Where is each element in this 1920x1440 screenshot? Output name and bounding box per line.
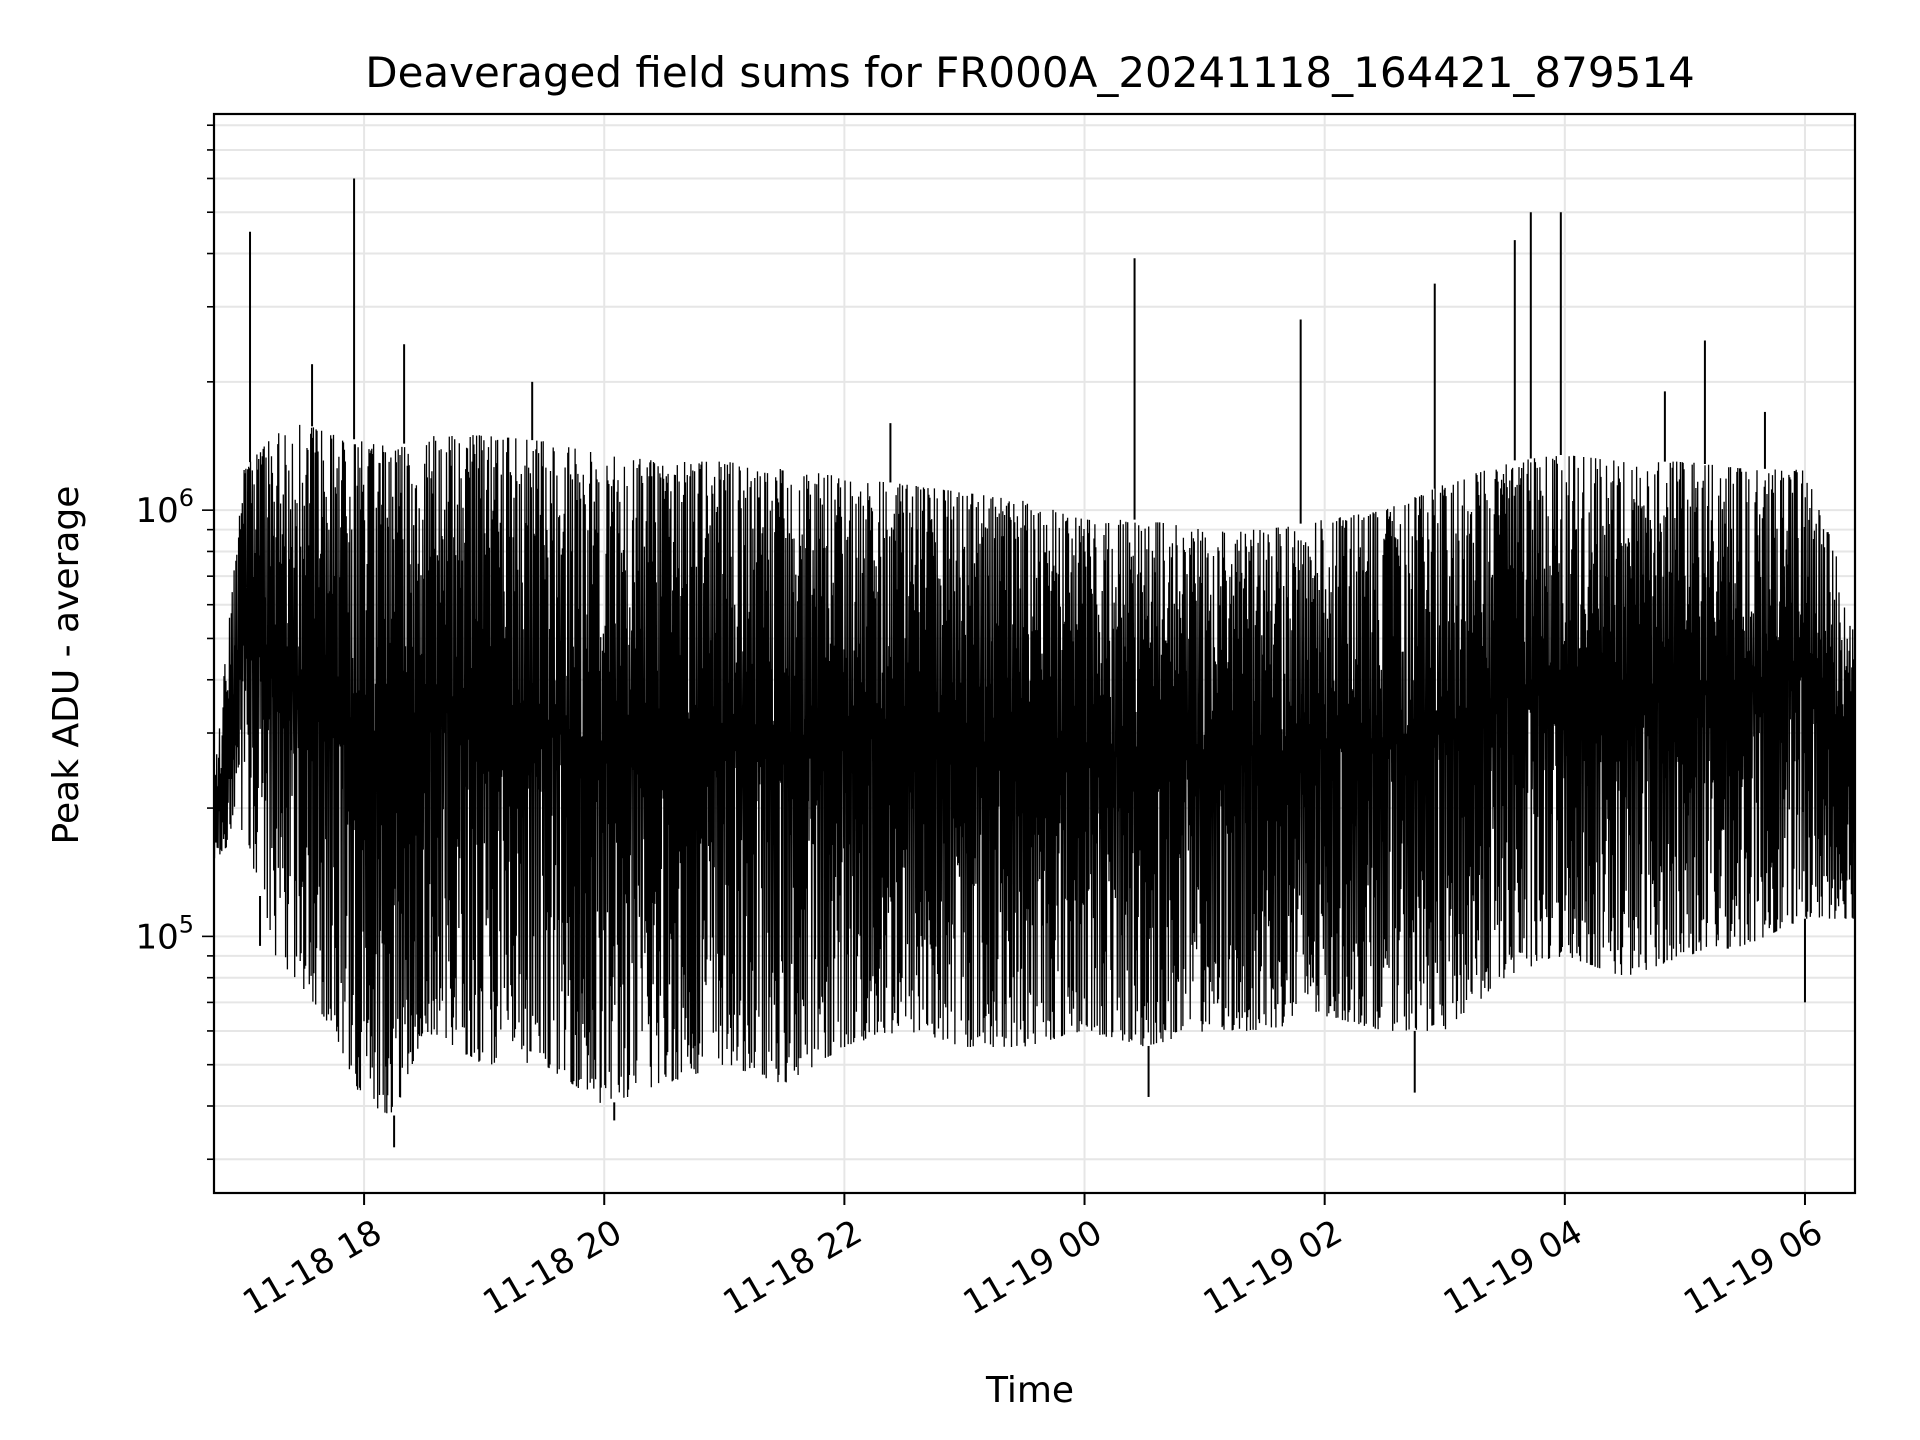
- y-tick-label-base: 10: [135, 491, 178, 531]
- y-tick-label-base: 10: [135, 917, 178, 957]
- y-tick-label-exponent: 6: [179, 484, 194, 512]
- x-axis-label: Time: [985, 1370, 1074, 1411]
- y-tick-label-exponent: 5: [179, 910, 194, 938]
- chart-title: Deaveraged field sums for FR000A_2024111…: [365, 48, 1695, 97]
- y-tick-label: 105: [135, 910, 194, 957]
- series-line: [214, 424, 1855, 1114]
- y-tick-label: 106: [135, 484, 194, 531]
- series-peak-adu: [214, 178, 1855, 1148]
- y-axis-label: Peak ADU - average: [46, 486, 87, 845]
- plot-frame: [212, 112, 1857, 1195]
